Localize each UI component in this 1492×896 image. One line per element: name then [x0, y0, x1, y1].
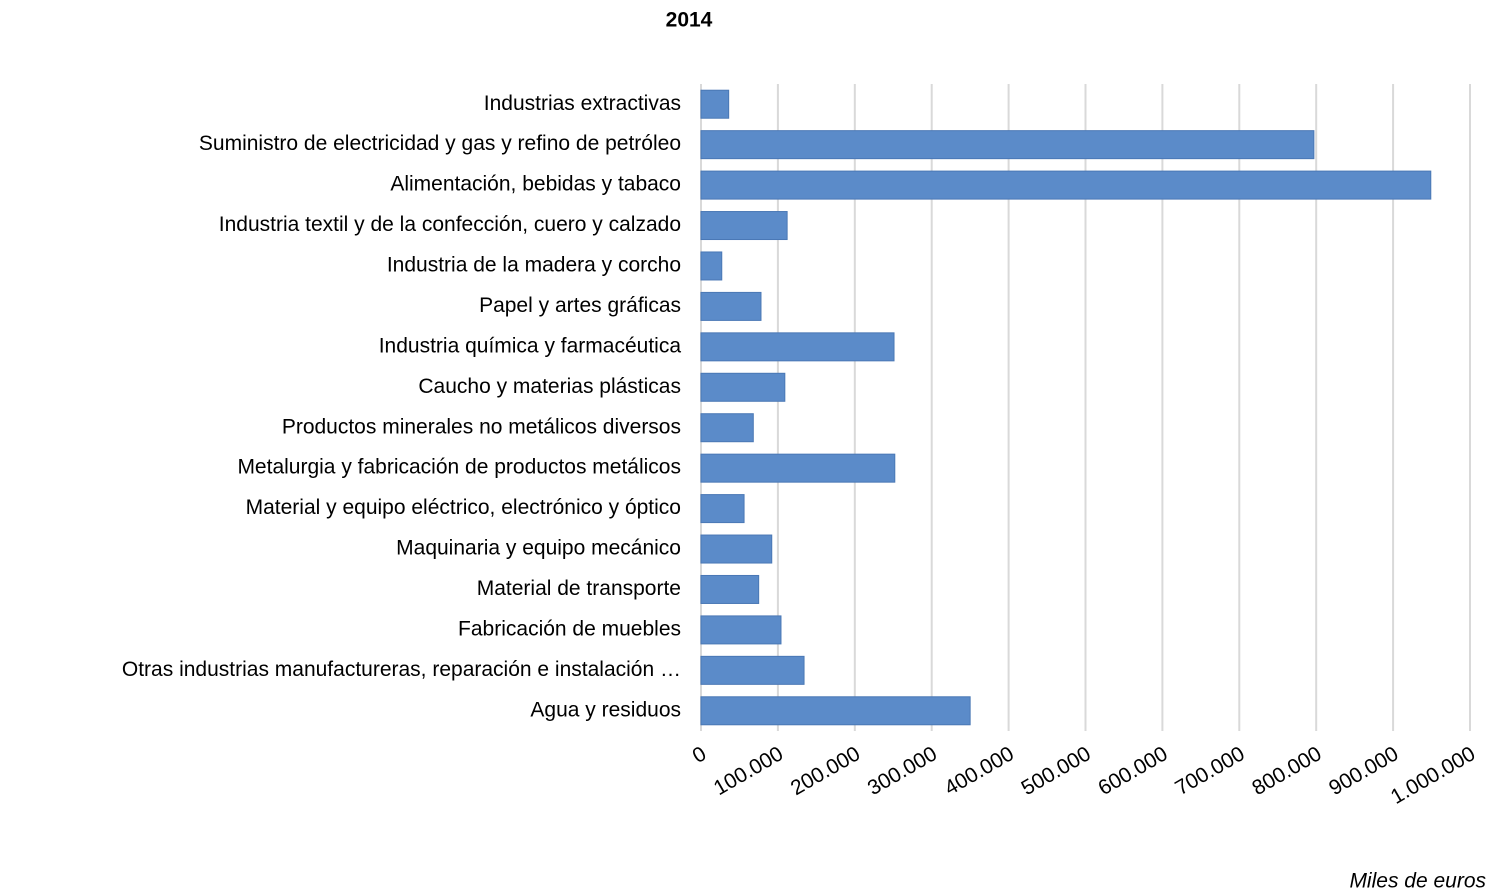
x-tick-label: 800.000	[1248, 742, 1325, 800]
bar	[700, 534, 773, 564]
x-tick-label: 1.000.000	[1387, 742, 1479, 809]
x-tick-label: 0	[689, 742, 711, 768]
bar	[700, 615, 782, 645]
bar	[700, 211, 788, 241]
chart-title: 2014	[666, 9, 713, 32]
y-tick-label: Industria de la madera y corcho	[387, 254, 681, 277]
bar	[700, 574, 760, 604]
bar	[700, 696, 971, 726]
x-tick-label: 100.000	[710, 742, 787, 800]
x-tick-label: 500.000	[1018, 742, 1095, 800]
y-tick-label: Alimentación, bebidas y tabaco	[390, 173, 681, 196]
x-tick-label: 300.000	[864, 742, 941, 800]
bar	[700, 89, 730, 119]
y-tick-label: Material de transporte	[477, 577, 681, 600]
bar	[700, 494, 745, 524]
y-tick-label: Agua y residuos	[530, 698, 681, 721]
y-tick-label: Maquinaria y equipo mecánico	[396, 537, 681, 560]
y-tick-label: Suministro de electricidad y gas y refin…	[199, 132, 681, 155]
x-tick-label: 700.000	[1171, 742, 1248, 800]
y-tick-label: Material y equipo eléctrico, electrónico…	[246, 496, 681, 519]
y-tick-label: Industrias extractivas	[484, 92, 681, 115]
bar	[700, 251, 723, 281]
y-tick-label: Industria química y farmacéutica	[379, 334, 682, 357]
y-tick-label: Metalurgia y fabricación de productos me…	[237, 456, 681, 479]
bar	[700, 372, 786, 402]
bar	[700, 332, 895, 362]
x-axis-label: Miles de euros	[1349, 870, 1486, 893]
y-tick-label: Industria textil y de la confección, cue…	[219, 213, 681, 236]
y-tick-label: Otras industrias manufactureras, reparac…	[122, 658, 681, 681]
x-tick-label: 600.000	[1094, 742, 1171, 800]
x-tick-label: 200.000	[787, 742, 864, 800]
bar	[700, 655, 805, 685]
bar	[700, 130, 1315, 160]
x-tick-label: 400.000	[941, 742, 1018, 800]
bar	[700, 413, 754, 443]
bar	[700, 291, 762, 321]
y-tick-label: Papel y artes gráficas	[479, 294, 681, 317]
bar	[700, 453, 896, 483]
y-tick-label: Productos minerales no metálicos diverso…	[282, 415, 681, 438]
y-tick-label: Fabricación de muebles	[458, 617, 681, 640]
y-tick-label: Caucho y materias plásticas	[418, 375, 681, 398]
bar	[700, 170, 1432, 200]
